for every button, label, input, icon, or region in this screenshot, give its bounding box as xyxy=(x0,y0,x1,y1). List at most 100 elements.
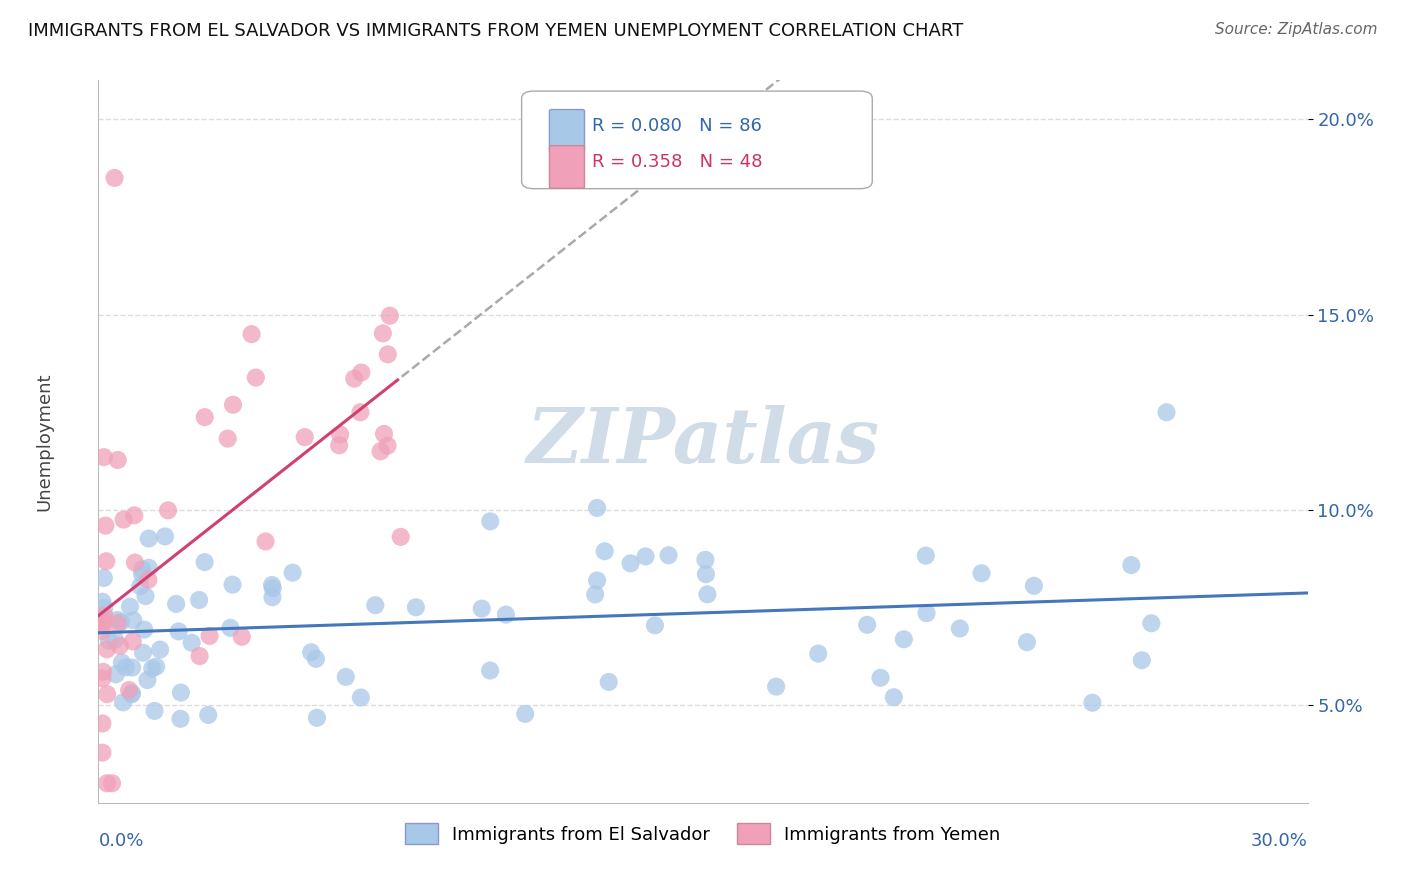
Point xyxy=(93,601,115,615)
Point xyxy=(118,599,141,614)
Point xyxy=(1022,579,1045,593)
Point xyxy=(118,683,141,698)
Point xyxy=(149,642,172,657)
Point xyxy=(350,690,373,705)
Point xyxy=(515,706,537,721)
Text: 30.0%: 30.0% xyxy=(1251,831,1308,850)
Point xyxy=(94,518,117,533)
Text: IMMIGRANTS FROM EL SALVADOR VS IMMIGRANTS FROM YEMEN UNEMPLOYMENT CORRELATION CH: IMMIGRANTS FROM EL SALVADOR VS IMMIGRANT… xyxy=(28,22,963,40)
Point xyxy=(136,673,159,687)
Point xyxy=(170,685,193,699)
Point xyxy=(132,646,155,660)
Point xyxy=(198,629,221,643)
Point xyxy=(138,532,160,546)
Point xyxy=(583,587,606,601)
Point xyxy=(658,548,681,562)
Point xyxy=(471,601,494,615)
Point xyxy=(695,553,717,567)
Point xyxy=(479,664,502,678)
Point xyxy=(169,712,191,726)
Point xyxy=(245,370,267,384)
Point xyxy=(121,634,143,648)
Point xyxy=(143,704,166,718)
Point xyxy=(104,667,127,681)
Point xyxy=(121,687,143,701)
Point xyxy=(254,534,277,549)
Text: R = 0.080   N = 86: R = 0.080 N = 86 xyxy=(592,117,762,135)
Point xyxy=(377,347,399,361)
Point xyxy=(124,556,146,570)
Point xyxy=(349,405,371,419)
Point xyxy=(111,656,134,670)
Point xyxy=(107,616,129,631)
Point xyxy=(167,624,190,639)
Point xyxy=(194,410,217,425)
Point xyxy=(131,562,153,576)
Point xyxy=(305,711,328,725)
Point xyxy=(138,561,160,575)
Point xyxy=(634,549,657,564)
Point xyxy=(305,652,328,666)
Point xyxy=(96,687,118,701)
Point xyxy=(221,577,243,591)
Point xyxy=(883,690,905,705)
Point xyxy=(157,503,180,517)
Point xyxy=(405,600,427,615)
Point xyxy=(695,567,717,582)
Point xyxy=(91,616,114,631)
Point xyxy=(389,530,412,544)
Point xyxy=(108,639,131,653)
Point xyxy=(153,529,176,543)
Point xyxy=(93,450,115,464)
Point xyxy=(129,579,152,593)
Point xyxy=(914,549,936,563)
Point xyxy=(93,608,115,623)
Point xyxy=(103,170,125,185)
Point xyxy=(869,671,891,685)
Point xyxy=(231,630,253,644)
Point xyxy=(479,514,502,528)
Point xyxy=(91,665,114,679)
Point xyxy=(134,589,156,603)
Point xyxy=(91,746,114,760)
Point xyxy=(91,716,114,731)
Point xyxy=(328,438,350,452)
Point xyxy=(915,606,938,620)
Point xyxy=(807,647,830,661)
Point xyxy=(1156,405,1178,419)
Point xyxy=(217,432,239,446)
Point xyxy=(856,617,879,632)
FancyBboxPatch shape xyxy=(522,91,872,189)
Point xyxy=(970,566,993,581)
Point xyxy=(222,398,245,412)
FancyBboxPatch shape xyxy=(550,145,585,188)
Point xyxy=(765,680,787,694)
Point xyxy=(696,587,718,601)
Point xyxy=(112,513,135,527)
Point xyxy=(101,776,124,790)
Point xyxy=(299,645,322,659)
Point xyxy=(188,593,211,607)
Point xyxy=(194,555,217,569)
Point xyxy=(619,557,641,571)
Point xyxy=(1015,635,1038,649)
Point xyxy=(1130,653,1153,667)
Point xyxy=(219,621,242,635)
Point xyxy=(96,554,118,568)
Point xyxy=(586,500,609,515)
Point xyxy=(122,613,145,627)
Point xyxy=(93,571,115,585)
Point xyxy=(1121,558,1143,572)
Text: ZIPatlas: ZIPatlas xyxy=(526,405,880,478)
Point xyxy=(893,632,915,647)
Point xyxy=(165,597,187,611)
Point xyxy=(138,573,160,587)
FancyBboxPatch shape xyxy=(550,110,585,153)
Point xyxy=(281,566,304,580)
Point xyxy=(329,427,352,442)
Point xyxy=(593,544,616,558)
Point xyxy=(91,671,114,685)
Point xyxy=(377,439,399,453)
Point xyxy=(96,776,118,790)
Point xyxy=(495,607,517,622)
